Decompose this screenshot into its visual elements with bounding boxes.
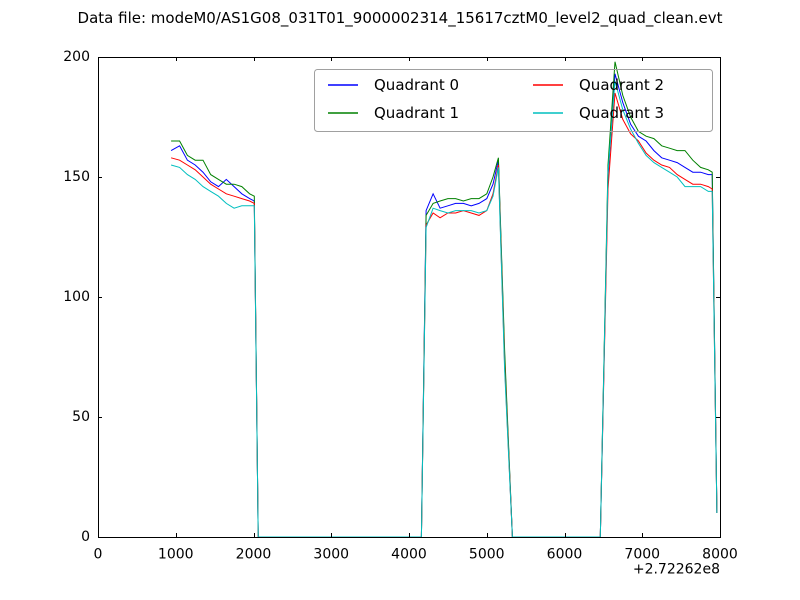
series-line-quadrant-1 bbox=[171, 61, 718, 538]
x-tick-label: 5000 bbox=[469, 547, 505, 563]
x-tick-label: 1000 bbox=[158, 547, 194, 563]
series-line-quadrant-2 bbox=[170, 92, 718, 538]
x-tick-label: 3000 bbox=[313, 547, 349, 563]
y-tick-label: 50 bbox=[72, 409, 90, 425]
legend-label-quadrant-3: Quadrant 3 bbox=[579, 104, 664, 122]
chart-title: Data file: modeM0/AS1G08_031T01_90000023… bbox=[77, 9, 723, 27]
series-line-quadrant-0 bbox=[170, 73, 718, 538]
x-tick-label: 2000 bbox=[236, 547, 272, 563]
legend-box bbox=[314, 69, 713, 132]
plot-border bbox=[98, 57, 721, 538]
y-tick-label: 200 bbox=[63, 49, 90, 65]
x-axis-offset-label: +2.72262e8 bbox=[633, 562, 720, 578]
y-tick-label: 0 bbox=[81, 529, 90, 545]
legend-label-quadrant-1: Quadrant 1 bbox=[374, 104, 459, 122]
legend-label-quadrant-2: Quadrant 2 bbox=[579, 76, 664, 94]
series-line-quadrant-3 bbox=[170, 80, 718, 538]
x-tick-label: 0 bbox=[94, 547, 103, 563]
y-tick-label: 150 bbox=[63, 169, 90, 185]
x-tick-label: 8000 bbox=[702, 547, 738, 563]
x-tick-label: 4000 bbox=[391, 547, 427, 563]
x-tick-label: 6000 bbox=[547, 547, 583, 563]
x-tick-label: 7000 bbox=[624, 547, 660, 563]
legend-label-quadrant-0: Quadrant 0 bbox=[374, 76, 459, 94]
y-tick-label: 100 bbox=[63, 289, 90, 305]
